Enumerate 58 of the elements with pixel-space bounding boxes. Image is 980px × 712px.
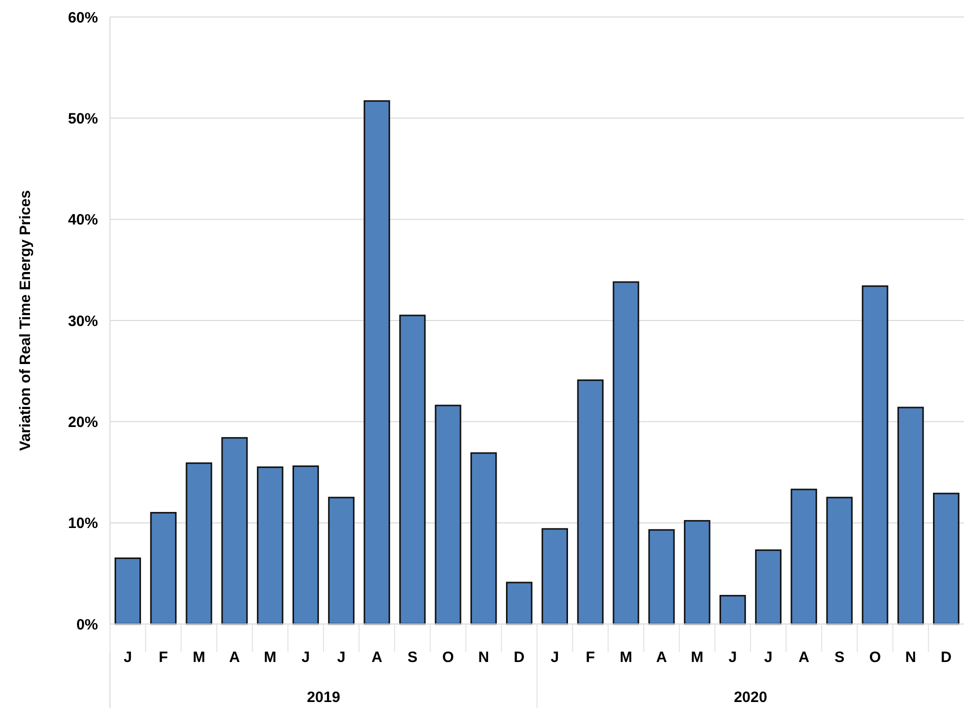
- x-tick-label: M: [192, 649, 206, 666]
- bar: [221, 437, 248, 625]
- x-tick-label: M: [690, 649, 704, 666]
- x-tick-label: S: [834, 649, 844, 666]
- x-tick-label: A: [656, 649, 668, 666]
- x-tick-label: M: [264, 649, 276, 666]
- x-tick-label: N: [905, 649, 916, 666]
- x-tick-label: A: [229, 649, 240, 666]
- bar: [897, 406, 924, 625]
- y-axis-title: Variation of Real Time Energy Prices: [17, 190, 34, 451]
- x-tick-label: O: [869, 649, 882, 666]
- y-tick-label: 60%: [68, 9, 98, 26]
- bar: [328, 496, 354, 625]
- y-tick-label: 40%: [68, 212, 98, 229]
- y-tick-label: 20%: [68, 414, 98, 431]
- y-tick-label: 10%: [68, 515, 98, 532]
- bar: [114, 557, 141, 625]
- bar: [862, 285, 888, 625]
- x-tick-label: J: [728, 649, 737, 666]
- bar: [755, 549, 782, 625]
- x-tick-label: S: [407, 649, 418, 666]
- bar: [577, 379, 604, 625]
- x-tick-label: M: [620, 649, 632, 666]
- bar: [150, 512, 177, 625]
- bar: [256, 466, 284, 625]
- y-tick-label: 30%: [68, 312, 98, 330]
- x-tick-label: J: [302, 649, 310, 666]
- bar: [790, 488, 818, 625]
- x-tick-label: D: [940, 649, 952, 666]
- bar: [612, 281, 640, 625]
- bar: [720, 594, 746, 625]
- bar: [434, 404, 462, 625]
- x-tick-label: J: [124, 649, 132, 666]
- x-tick-label: A: [798, 649, 810, 666]
- y-tick-label: 0%: [76, 616, 98, 634]
- x-tick-label: J: [550, 649, 559, 666]
- bar: [684, 520, 710, 625]
- bar: [470, 452, 497, 625]
- bar: [542, 528, 568, 625]
- x-tick-label: F: [158, 649, 168, 666]
- bar: [399, 314, 426, 625]
- text: 2019: [306, 689, 340, 706]
- text: 2020: [734, 689, 768, 706]
- bar: [933, 492, 960, 625]
- x-tick-label: N: [478, 649, 490, 666]
- bar: [292, 465, 319, 625]
- x-tick-label: J: [764, 649, 772, 666]
- y-tick-label: 50%: [68, 110, 98, 128]
- bar: [648, 529, 675, 625]
- bar: [826, 496, 853, 625]
- bar: [186, 462, 212, 625]
- x-tick-label: O: [442, 649, 454, 666]
- bar: [506, 582, 532, 625]
- x-tick-label: A: [371, 649, 382, 666]
- x-tick-label: D: [514, 649, 525, 666]
- x-tick-label: F: [586, 649, 595, 666]
- x-tick-label: J: [337, 649, 346, 666]
- bar: [364, 100, 390, 625]
